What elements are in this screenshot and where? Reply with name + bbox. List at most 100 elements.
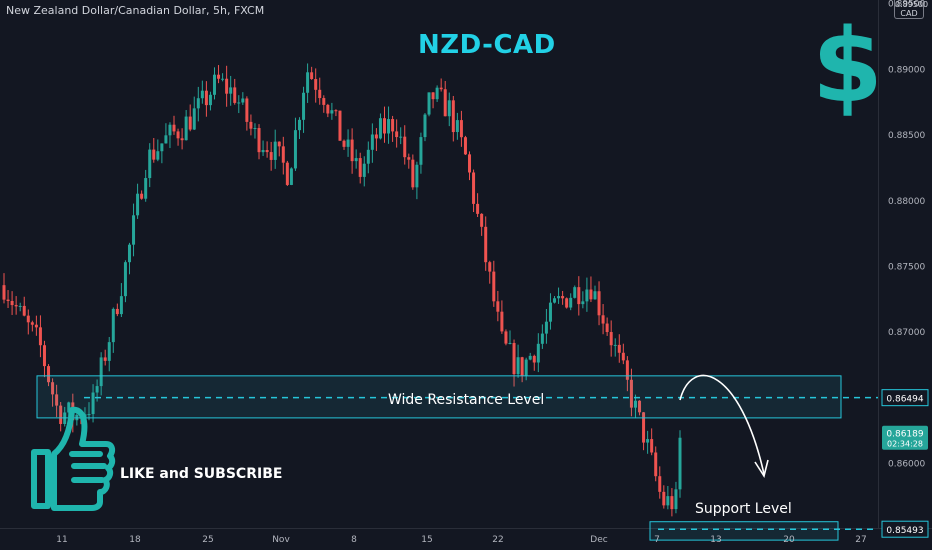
currency-badge[interactable]: 0.89500 CAD xyxy=(894,0,928,19)
candle-body xyxy=(184,116,188,141)
candles xyxy=(2,63,682,517)
candle-body xyxy=(601,315,605,324)
candle-body xyxy=(613,344,617,346)
candle-body xyxy=(38,327,42,346)
dollar-sign-icon: $ xyxy=(812,7,883,126)
candle-body xyxy=(455,120,459,133)
candle-body xyxy=(374,134,378,139)
candle-body xyxy=(26,315,30,323)
candle-body xyxy=(605,323,609,333)
y-tick-label: 0.86000 xyxy=(888,460,925,470)
candle-body xyxy=(415,164,419,188)
y-tick-label: 0.88000 xyxy=(888,197,925,207)
candle-body xyxy=(573,287,577,298)
candle-body xyxy=(176,131,180,139)
candle-body xyxy=(528,355,532,360)
candle-body xyxy=(265,150,269,153)
candle-body xyxy=(200,90,204,99)
candle-body xyxy=(59,405,63,424)
candle-body xyxy=(423,114,427,138)
y-tick-label: 0.88500 xyxy=(888,131,925,141)
candle-body xyxy=(638,400,642,413)
x-tick-label: 22 xyxy=(492,535,503,545)
candle-body xyxy=(34,324,38,328)
candle-body xyxy=(589,289,593,300)
like-subscribe-text: LIKE and SUBSCRIBE xyxy=(120,466,283,482)
candle-body xyxy=(330,110,334,114)
candle-body xyxy=(540,333,544,344)
candle-body xyxy=(403,136,407,158)
candle-body xyxy=(164,135,168,144)
candle-body xyxy=(334,110,338,112)
candle-body xyxy=(180,138,184,141)
candle-body xyxy=(480,213,484,227)
candle-body xyxy=(51,382,55,395)
candle-body xyxy=(674,489,678,510)
candle-body xyxy=(548,302,552,322)
x-tick-label: 18 xyxy=(129,535,141,545)
candle-body xyxy=(91,392,95,415)
candle-body xyxy=(306,72,310,93)
candle-body xyxy=(633,400,637,408)
candle-body xyxy=(358,158,362,177)
candle-body xyxy=(253,128,257,130)
candle-body xyxy=(123,262,127,297)
current-price-badge xyxy=(882,425,928,450)
candle-body xyxy=(310,72,314,80)
y-tick-label: 0.89000 xyxy=(888,65,925,75)
candle-body xyxy=(609,332,613,346)
candle-body xyxy=(346,139,350,147)
candle-body xyxy=(435,87,439,100)
candle-body xyxy=(354,158,358,162)
candle-body xyxy=(621,352,625,361)
candle-body xyxy=(625,360,629,380)
candle-body xyxy=(439,87,443,90)
y-tick-label: 0.89500 xyxy=(888,0,925,10)
candle-body xyxy=(561,296,565,299)
chart-title: NZD-CAD xyxy=(418,30,556,60)
candle-body xyxy=(662,491,666,506)
candle-body xyxy=(172,124,176,132)
candle-body xyxy=(512,342,516,375)
x-tick-label: 11 xyxy=(56,535,67,545)
candle-body xyxy=(208,94,212,106)
level-label: 0.86494 xyxy=(886,395,923,405)
support-label: Support Level xyxy=(695,501,792,517)
candle-body xyxy=(2,285,6,300)
candle-body xyxy=(553,298,557,303)
candle-body xyxy=(196,98,200,109)
level-label-box xyxy=(881,520,929,538)
candle-body xyxy=(419,137,423,165)
candle-body xyxy=(47,366,51,383)
candle-body xyxy=(10,301,14,306)
candle-body xyxy=(237,102,241,104)
candle-body xyxy=(536,343,540,363)
candle-body xyxy=(249,121,253,129)
candle-body xyxy=(508,342,512,344)
candle-body xyxy=(99,357,103,387)
candle-body xyxy=(565,298,569,308)
candle-body xyxy=(168,124,172,136)
candle-body xyxy=(221,78,225,80)
currency-code: CAD xyxy=(900,9,918,18)
candle-body xyxy=(654,452,658,477)
candle-body xyxy=(95,386,99,393)
candle-body xyxy=(597,291,601,316)
candle-body xyxy=(532,355,536,363)
candle-body xyxy=(484,226,488,263)
level-label: 0.85493 xyxy=(886,526,923,536)
candle-body xyxy=(472,172,476,204)
projection-arrowhead xyxy=(754,459,769,478)
candle-body xyxy=(500,311,504,332)
candle-body xyxy=(338,110,342,141)
candle-body xyxy=(678,437,682,490)
candle-body xyxy=(144,178,148,199)
candle-body xyxy=(585,289,589,302)
resistance-label: Wide Resistance Level xyxy=(388,392,545,408)
candle-body xyxy=(22,305,26,316)
candle-body xyxy=(504,331,508,344)
candle-body xyxy=(670,496,674,510)
